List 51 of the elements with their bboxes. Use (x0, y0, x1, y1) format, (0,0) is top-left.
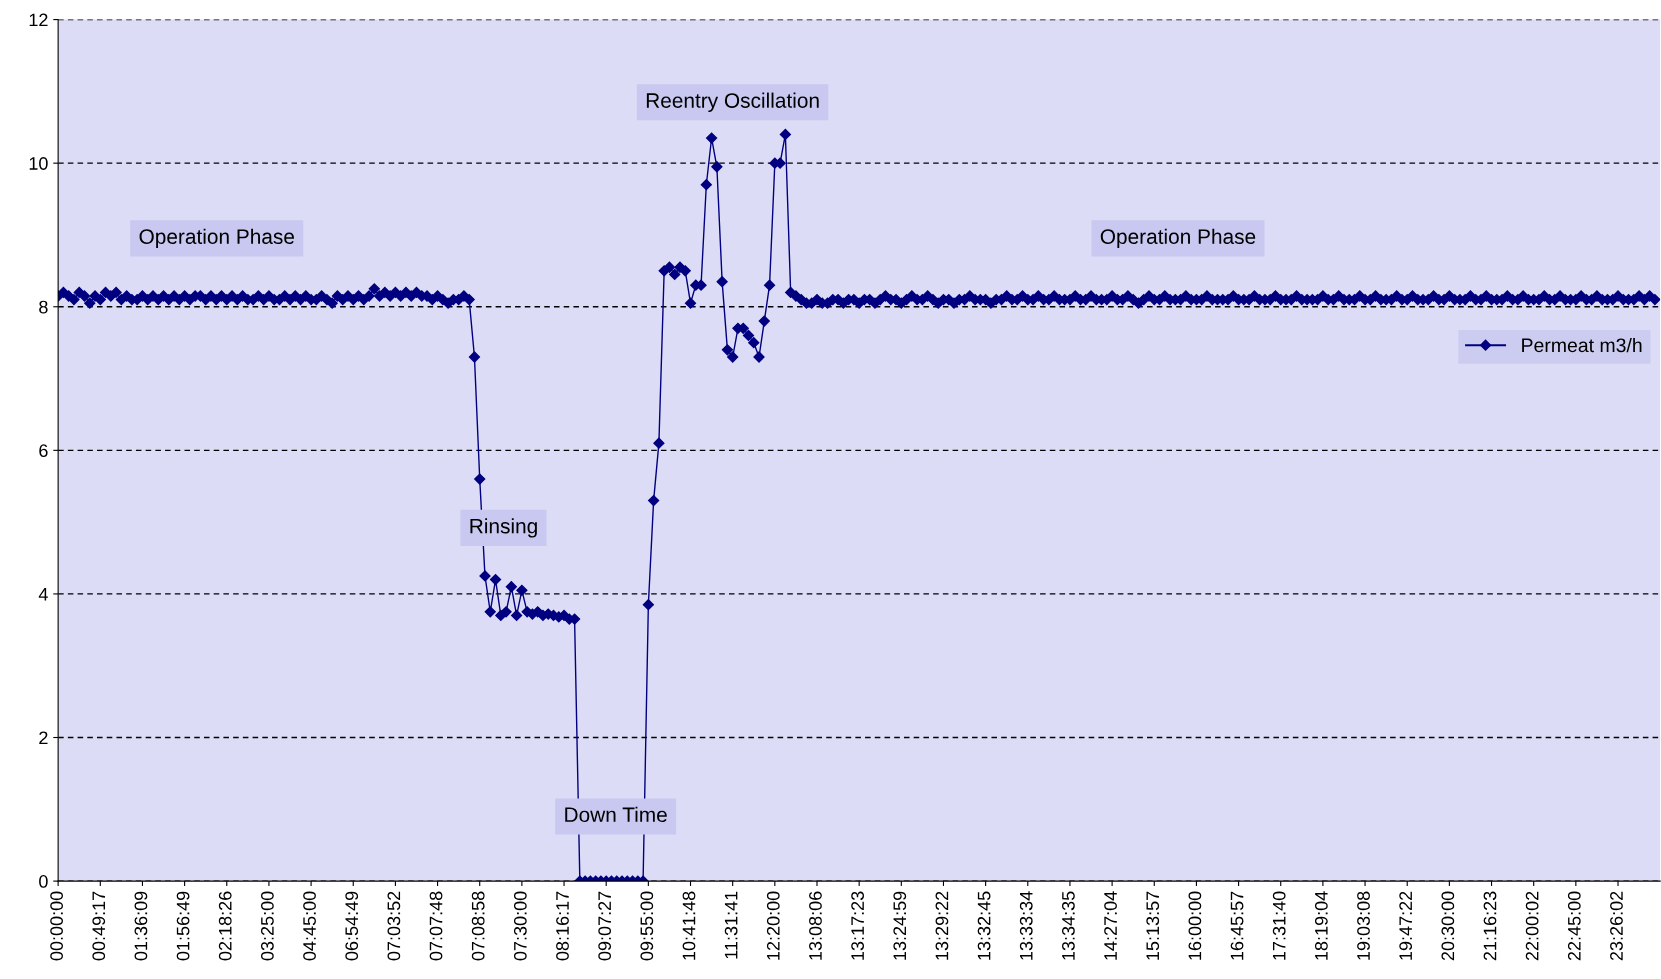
x-tick-label: 15:13:57 (1146, 891, 1160, 960)
x-tick-label: 07:07:48 (429, 891, 443, 961)
x-tick-label: 12:20:00 (766, 891, 780, 960)
x-tick-label: 13:32:45 (977, 891, 991, 960)
x-tick-label: 02:18:26 (218, 891, 232, 961)
y-tick-label: 2 (39, 731, 48, 745)
y-tick-label: 6 (39, 444, 48, 458)
x-tick-label: 11:31:41 (724, 891, 738, 959)
x-tick-label: 21:16:23 (1483, 891, 1497, 961)
x-tick-label: 23:26:02 (1610, 891, 1623, 961)
x-tick-label: 00:49:17 (92, 891, 106, 961)
y-tick-label: 4 (38, 588, 48, 601)
x-tick-label: 13:29:22 (935, 891, 949, 960)
y-tick-label: 0 (39, 875, 48, 888)
legend-label: Permeat m3/h (1522, 337, 1642, 353)
y-tick-label: 12 (29, 13, 48, 27)
x-tick-label: 13:17:23 (851, 891, 864, 960)
x-tick-label: 01:36:09 (134, 891, 148, 961)
annotation: Reentry Oscillation (646, 92, 819, 112)
x-tick-label: 04:45:00 (303, 891, 316, 961)
annotation: Operation Phase (139, 228, 294, 249)
x-tick-label: 16:45:57 (1230, 891, 1244, 960)
x-tick-label: 17:31:40 (1272, 891, 1286, 960)
x-tick-label: 20:30:00 (1441, 891, 1455, 961)
x-tick-label: 07:08:58 (471, 891, 485, 961)
x-tick-label: 13:34:35 (1062, 891, 1075, 960)
annotation: Rinsing (470, 518, 537, 538)
annotation: Down Time (565, 806, 667, 823)
x-tick-label: 10:41:48 (682, 891, 696, 960)
x-tick-label: 19:03:08 (1357, 891, 1370, 960)
x-tick-label: 13:24:59 (893, 891, 907, 960)
annotation: Operation Phase (1100, 228, 1256, 249)
x-tick-label: 01:56:49 (176, 891, 190, 961)
x-tick-label: 22:45:00 (1567, 891, 1581, 961)
x-tick-label: 13:08:06 (809, 891, 822, 960)
x-tick-label: 22:00:02 (1525, 891, 1539, 961)
x-tick-label: 06:54:49 (345, 891, 359, 961)
x-tick-label: 07:30:00 (513, 891, 527, 961)
y-tick-label: 8 (39, 300, 48, 314)
x-tick-label: 07:03:52 (387, 891, 401, 961)
x-tick-label: 09:55:00 (640, 891, 654, 961)
x-tick-label: 19:47:22 (1399, 891, 1413, 960)
x-tick-label: 08:16:17 (556, 891, 569, 961)
x-tick-label: 13:33:34 (1019, 891, 1033, 960)
x-tick-label: 18:19:04 (1314, 891, 1328, 960)
x-tick-label: 09:07:27 (598, 891, 612, 961)
y-tick-label: 10 (29, 157, 48, 170)
x-tick-label: 03:25:00 (260, 891, 274, 961)
x-tick-label: 16:00:00 (1188, 891, 1202, 960)
x-tick-label: 00:00:00 (50, 891, 63, 961)
x-tick-label: 14:27:04 (1104, 891, 1117, 960)
